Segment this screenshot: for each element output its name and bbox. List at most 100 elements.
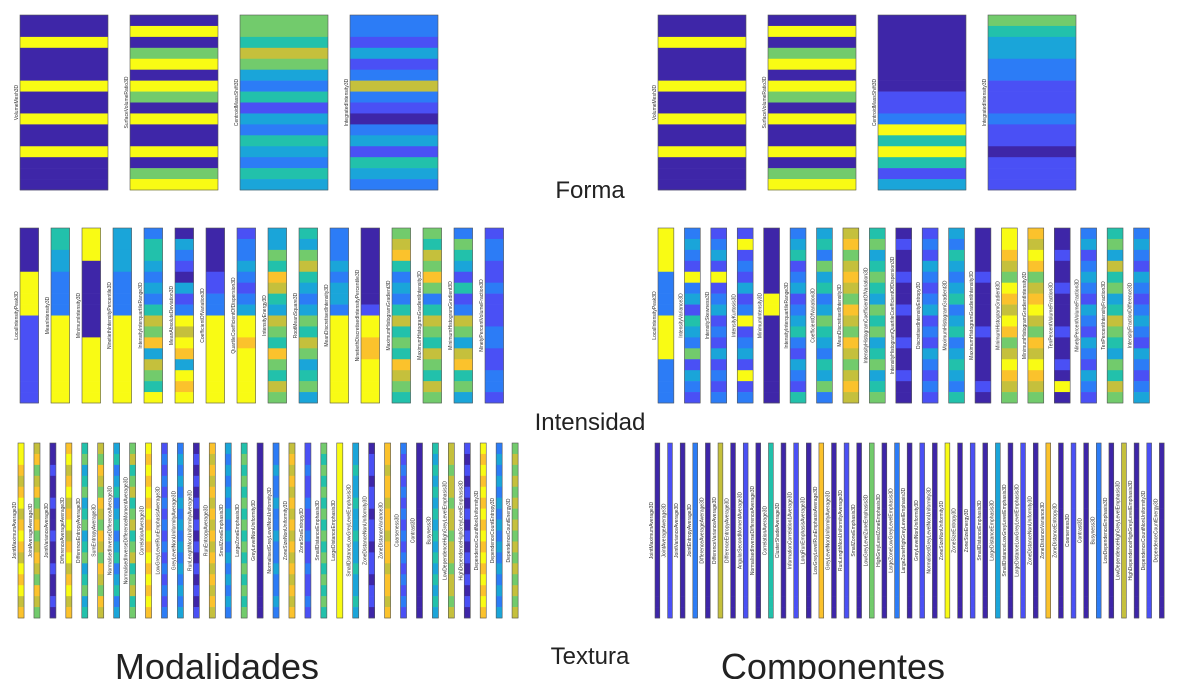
heatmap-cell (1008, 574, 1013, 586)
heatmap-cell (209, 563, 216, 575)
heatmap-column-label: JointAverageAverage3D (662, 503, 668, 557)
heatmap-cell (1108, 607, 1114, 619)
heatmap-column: NormalisedGreyLevelNonUniformity3D (926, 442, 938, 619)
heatmap-cell (423, 392, 442, 404)
heatmap-cell (1133, 337, 1150, 349)
heatmap-cell (842, 315, 859, 327)
heatmap-cell (919, 607, 925, 619)
heatmap-cell (970, 519, 976, 531)
heatmap-cell (878, 80, 966, 92)
heatmap-cell (320, 574, 327, 586)
heatmap-column-frame (208, 442, 216, 619)
heatmap-cell (842, 348, 859, 360)
heatmap-cell (975, 228, 991, 240)
heatmap-cell (485, 359, 504, 371)
heatmap-cell (241, 541, 248, 553)
heatmap-cell (655, 541, 660, 553)
heatmap-cell (718, 607, 723, 619)
heatmap-cell (818, 475, 824, 488)
heatmap-cell (667, 443, 673, 455)
heatmap-cell (919, 563, 925, 575)
heatmap-cell (655, 497, 660, 509)
heatmap-cell (177, 443, 184, 455)
heatmap-cell (1159, 541, 1165, 553)
heatmap-cell (680, 497, 686, 509)
heatmap-cell (737, 381, 754, 393)
heatmap-cell (288, 596, 295, 608)
heatmap-cell (844, 464, 849, 477)
heatmap-cell (392, 370, 411, 382)
heatmap-cell (1133, 260, 1150, 273)
heatmap-column: ZoneSizeNonUniformity3D (939, 442, 951, 619)
heatmap-column: Coarseness3D (1065, 442, 1077, 619)
heatmap-cell (237, 370, 256, 382)
heatmap-column: LowGreyLevelZoneEmphasis3D (863, 442, 875, 619)
heatmap-column-label: RootMeanSquare3D (293, 292, 299, 338)
heatmap-cell (895, 348, 912, 360)
heatmap-cell (113, 348, 132, 360)
heatmap-cell (1027, 293, 1044, 305)
heatmap-cell (816, 249, 833, 262)
heatmap-cell (330, 228, 349, 240)
heatmap-cell (161, 563, 168, 575)
heatmap-column: LocalIntensityPeak3D (652, 227, 675, 404)
heatmap-cell (257, 519, 264, 531)
heatmap-cell (1045, 475, 1051, 488)
heatmap-cell (658, 25, 746, 38)
heatmap-cell (1096, 508, 1102, 520)
heatmap-cell (512, 464, 519, 477)
heatmap-cell (1108, 541, 1114, 553)
heatmap-cell (237, 392, 256, 404)
heatmap-cell (737, 359, 754, 371)
heatmap-cell (684, 260, 701, 273)
heatmap-cell (113, 464, 120, 477)
heatmap-cell (288, 486, 295, 498)
heatmap-cell (922, 337, 939, 349)
heatmap-cell (1083, 464, 1089, 477)
heatmap-cell (768, 179, 856, 191)
heatmap-column-frame (97, 442, 105, 619)
heatmap-cell (113, 337, 132, 349)
heatmap-cell (705, 585, 711, 597)
heatmap-cell (392, 304, 411, 316)
heatmap-cell (831, 585, 837, 597)
heatmap-cell (658, 80, 746, 92)
heatmap-column-label: LocalIntensityPeak3D (14, 291, 20, 340)
heatmap-cell (496, 475, 503, 488)
heatmap-cell (894, 552, 900, 564)
heatmap-cell (856, 497, 862, 509)
heatmap-cell (982, 530, 988, 542)
heatmap-column: ClusterShadeAverage3D (775, 442, 787, 619)
heatmap-cell (1033, 574, 1039, 586)
heatmap-cell (755, 497, 761, 509)
heatmap-cell (768, 486, 774, 498)
heatmap-cell (1058, 453, 1064, 466)
heatmap-cell (692, 607, 698, 619)
heatmap-column-frame (736, 227, 754, 404)
heatmap-cell (658, 304, 674, 316)
heatmap-cell (1033, 530, 1039, 542)
heatmap-cell (273, 486, 280, 498)
heatmap-cell (257, 607, 264, 619)
heatmap-cell (423, 370, 442, 382)
heatmap-cell (655, 607, 660, 619)
heatmap-cell (705, 574, 711, 586)
heatmap-cell (982, 453, 988, 466)
heatmap-cell (806, 607, 812, 619)
heatmap-cell (288, 563, 295, 575)
heatmap-cell (793, 453, 799, 466)
heatmap-cell (869, 453, 875, 466)
heatmap-cell (49, 443, 56, 455)
heatmap-cell (907, 574, 912, 586)
heatmap-cell (299, 315, 318, 327)
heatmap-column-label: RunLengthNonUniformityAverage3D (187, 490, 193, 571)
heatmap-cell (129, 519, 136, 531)
heatmap-cell (881, 508, 887, 520)
heatmap-cell (1001, 249, 1018, 262)
heatmap-cell (1071, 585, 1076, 597)
heatmap-cell (400, 563, 407, 575)
heatmap-column-frame (143, 227, 163, 404)
heatmap-cell (193, 475, 200, 488)
heatmap-cell (894, 443, 900, 455)
heatmap-column: JointMaximumAverage3D (12, 442, 25, 619)
